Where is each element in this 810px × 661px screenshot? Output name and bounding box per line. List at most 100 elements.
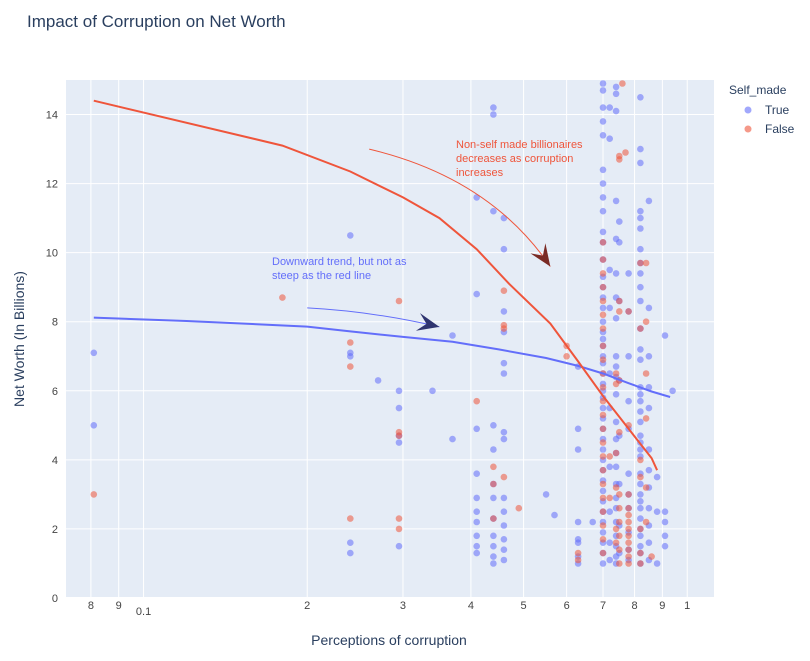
point-true xyxy=(473,532,481,540)
point-true xyxy=(490,560,497,567)
point-true xyxy=(599,87,607,94)
x-tick-label: 8 xyxy=(88,600,94,612)
point-true xyxy=(473,508,481,515)
point-true xyxy=(599,560,607,567)
point-true xyxy=(90,422,98,429)
x-tick-label: 3 xyxy=(400,600,406,612)
point-false xyxy=(599,536,607,543)
point-true xyxy=(449,332,456,339)
point-false xyxy=(625,308,632,315)
point-true xyxy=(612,353,620,360)
annotation-text: increases xyxy=(456,167,504,179)
point-true xyxy=(616,218,623,225)
point-false xyxy=(599,384,607,391)
point-true xyxy=(645,404,653,412)
point-false xyxy=(606,453,613,460)
point-false xyxy=(612,449,620,457)
point-true xyxy=(395,404,403,412)
y-axis-title: Net Worth (In Billions) xyxy=(11,271,27,407)
x-axis-title: Perceptions of corruption xyxy=(311,632,467,648)
point-true xyxy=(599,446,607,453)
point-false xyxy=(616,156,623,163)
point-false xyxy=(599,466,607,474)
point-true xyxy=(645,539,653,546)
point-true xyxy=(473,470,481,478)
point-true xyxy=(637,283,644,291)
point-true xyxy=(374,377,382,384)
point-true xyxy=(637,94,644,101)
point-true xyxy=(612,363,620,370)
point-false xyxy=(625,546,632,553)
point-true xyxy=(500,536,508,543)
point-true xyxy=(612,463,620,471)
point-false xyxy=(637,549,644,557)
point-true xyxy=(473,494,481,502)
point-true xyxy=(490,542,497,550)
point-true xyxy=(449,435,456,443)
point-false xyxy=(490,480,497,488)
x-tick-label: 6 xyxy=(564,600,570,612)
point-false xyxy=(574,549,582,557)
legend-item-false[interactable]: False xyxy=(744,122,795,136)
legend[interactable]: Self_made True False xyxy=(729,83,795,136)
point-false xyxy=(642,518,650,526)
point-false xyxy=(642,415,650,422)
point-false xyxy=(648,553,655,560)
point-false xyxy=(616,297,623,305)
point-true xyxy=(606,304,613,312)
point-false xyxy=(612,539,620,546)
point-true xyxy=(606,104,613,111)
point-true xyxy=(500,308,508,315)
point-false xyxy=(347,339,354,346)
point-false xyxy=(599,439,607,446)
point-true xyxy=(661,332,669,339)
point-true xyxy=(637,446,644,453)
point-true xyxy=(637,356,644,364)
point-false xyxy=(599,411,607,419)
point-true xyxy=(637,504,644,512)
point-false xyxy=(622,149,629,156)
point-false xyxy=(625,560,632,567)
point-true xyxy=(599,80,607,87)
annotations: Non-self made billionaires decreases as c… xyxy=(272,139,583,331)
x-tick-label: 9 xyxy=(659,600,665,612)
annotation-text: decreases as corruption xyxy=(456,153,573,165)
point-false xyxy=(347,363,354,370)
point-true xyxy=(599,207,607,215)
point-true xyxy=(653,508,661,515)
point-false xyxy=(574,556,582,564)
point-true xyxy=(490,422,497,429)
x-tick-label: 7 xyxy=(600,600,606,612)
chart-title: Impact of Corruption on Net Worth xyxy=(27,12,286,31)
point-true xyxy=(347,549,354,557)
point-false xyxy=(637,259,644,267)
point-false xyxy=(616,308,623,315)
point-true xyxy=(490,494,497,502)
point-false xyxy=(637,473,644,481)
point-true xyxy=(574,518,582,526)
point-true xyxy=(574,539,582,546)
point-false xyxy=(616,518,623,526)
point-true xyxy=(599,104,607,111)
point-true xyxy=(599,228,607,236)
point-true xyxy=(637,159,644,167)
point-false xyxy=(616,560,623,567)
point-true xyxy=(637,225,644,232)
point-true xyxy=(637,408,644,415)
annotation-text: Downward trend, but not as xyxy=(272,256,407,268)
y-tick-label: 14 xyxy=(46,110,58,122)
point-false xyxy=(625,511,632,519)
point-true xyxy=(625,270,632,277)
legend-marker-false xyxy=(744,125,752,133)
point-false xyxy=(637,560,644,567)
legend-item-true[interactable]: True xyxy=(744,103,790,117)
point-false xyxy=(500,325,508,332)
annotation-arrow xyxy=(307,307,440,328)
point-false xyxy=(599,256,607,263)
point-false xyxy=(599,239,607,246)
annotation-arrow xyxy=(369,148,551,267)
point-true xyxy=(599,304,607,312)
point-true xyxy=(500,435,508,443)
point-true xyxy=(490,111,497,118)
